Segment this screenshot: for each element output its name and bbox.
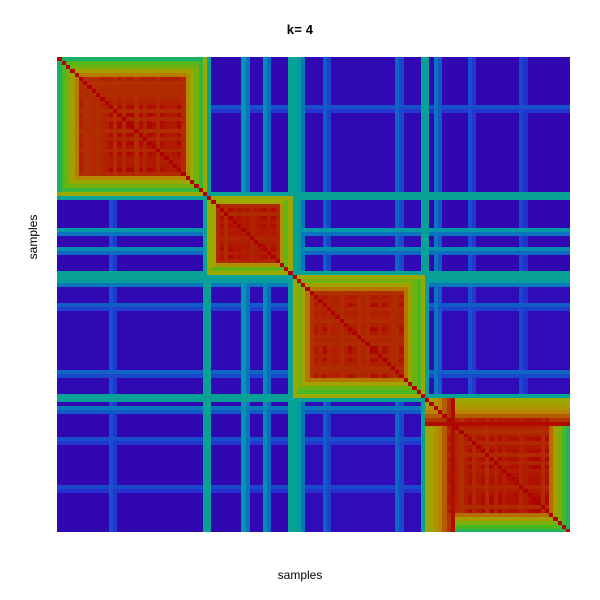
- x-axis-label: samples: [277, 568, 323, 582]
- consensus-heatmap: [57, 57, 570, 532]
- heatmap-plot-area: [57, 57, 570, 532]
- y-axis-label: samples: [26, 214, 40, 260]
- page-title: k= 4: [286, 22, 314, 37]
